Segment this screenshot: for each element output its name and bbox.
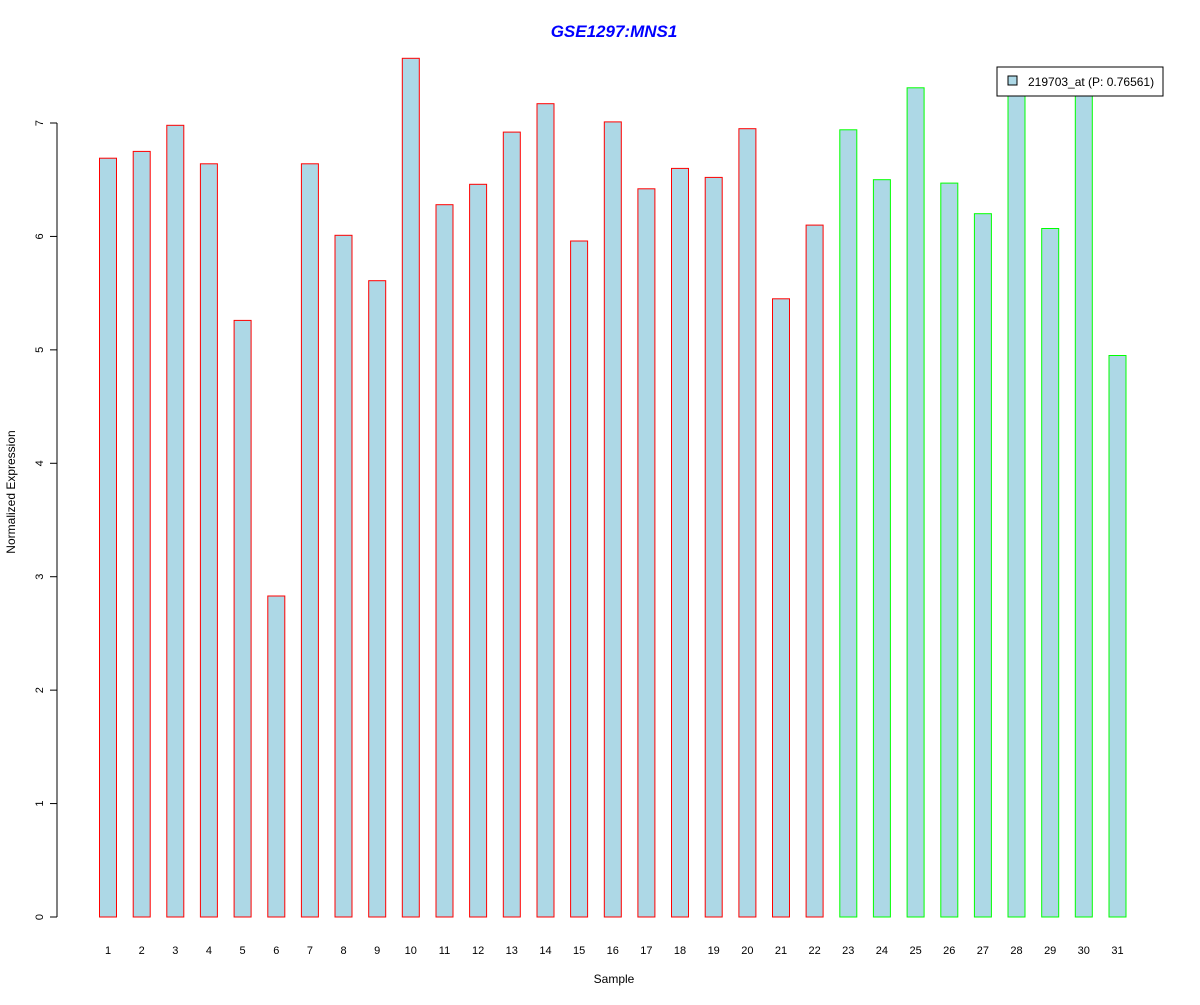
x-tick-label: 15 bbox=[573, 945, 585, 957]
bar-sample-5 bbox=[233, 319, 252, 918]
y-tick-label: 6 bbox=[34, 233, 46, 239]
x-tick-labels: 1 2 3 4 5 6 7 8 9 10 11 12 13 14 15 16 17 18 19 20 21 22 23 24 2… bbox=[105, 945, 1124, 957]
x-tick-label: 16 bbox=[607, 945, 619, 957]
legend-swatch bbox=[1007, 75, 1018, 86]
x-tick-label: 18 bbox=[674, 945, 686, 957]
x-tick-label: 23 bbox=[842, 945, 854, 957]
bar-sample-7 bbox=[300, 163, 319, 918]
bar-sample-2 bbox=[132, 150, 151, 918]
x-tick-label: 6 bbox=[273, 945, 279, 957]
bars-group bbox=[99, 57, 1127, 918]
bar-sample-21 bbox=[772, 298, 790, 918]
bar-sample-11 bbox=[435, 204, 454, 918]
bar-sample-28 bbox=[1007, 89, 1026, 918]
x-tick-label: 4 bbox=[206, 945, 212, 957]
y-tick-label: 0 bbox=[34, 914, 46, 920]
bar-sample-4 bbox=[199, 163, 218, 918]
bar-sample-26 bbox=[940, 182, 959, 918]
bar-sample-17 bbox=[637, 188, 656, 918]
x-tick-label: 1 bbox=[105, 945, 111, 957]
y-axis: 0 1 2 3 4 5 6 7 bbox=[34, 120, 58, 920]
bar-sample-23 bbox=[839, 129, 858, 918]
bar-sample-31 bbox=[1108, 355, 1127, 918]
bar-sample-8 bbox=[334, 234, 353, 918]
x-tick-label: 26 bbox=[943, 945, 955, 957]
x-tick-label: 24 bbox=[876, 945, 888, 957]
y-tick-label: 3 bbox=[34, 574, 46, 580]
x-tick-label: 19 bbox=[708, 945, 720, 957]
x-tick-label: 8 bbox=[340, 945, 346, 957]
x-tick-label: 2 bbox=[139, 945, 145, 957]
bar-sample-24 bbox=[872, 179, 891, 918]
bar-sample-27 bbox=[973, 213, 992, 918]
y-tick-label: 1 bbox=[34, 801, 46, 807]
bar-sample-22 bbox=[805, 224, 824, 918]
legend: 219703_at (P: 0.76561) bbox=[996, 66, 1164, 97]
bar-sample-14 bbox=[536, 103, 555, 918]
y-axis-title: Normalized Expression bbox=[4, 430, 18, 553]
x-tick-label: 3 bbox=[172, 945, 178, 957]
x-tick-label: 29 bbox=[1044, 945, 1056, 957]
x-tick-label: 31 bbox=[1111, 945, 1123, 957]
x-tick-label: 17 bbox=[640, 945, 652, 957]
x-tick-label: 11 bbox=[439, 945, 450, 957]
bar-sample-16 bbox=[603, 121, 622, 918]
bar-sample-25 bbox=[906, 87, 925, 918]
x-tick-label: 21 bbox=[775, 945, 787, 957]
chart-title: GSE1297:MNS1 bbox=[551, 22, 678, 41]
x-tick-label: 22 bbox=[808, 945, 820, 957]
x-tick-label: 20 bbox=[741, 945, 753, 957]
bar-sample-20 bbox=[738, 128, 757, 918]
x-tick-label: 10 bbox=[405, 945, 417, 957]
bar-sample-19 bbox=[704, 176, 723, 918]
bar-sample-12 bbox=[469, 183, 488, 918]
x-axis-title: Sample bbox=[594, 972, 635, 986]
bar-sample-13 bbox=[502, 131, 521, 918]
bar-sample-6 bbox=[267, 595, 286, 918]
bar-sample-9 bbox=[368, 280, 387, 918]
x-tick-label: 12 bbox=[472, 945, 484, 957]
bar-sample-3 bbox=[166, 124, 185, 918]
bar-sample-29 bbox=[1041, 228, 1060, 918]
bar-sample-18 bbox=[671, 167, 689, 918]
legend-label: 219703_at (P: 0.76561) bbox=[1028, 75, 1154, 89]
bar-sample-15 bbox=[570, 240, 589, 918]
x-tick-label: 28 bbox=[1010, 945, 1022, 957]
x-tick-label: 13 bbox=[506, 945, 518, 957]
x-tick-label: 5 bbox=[240, 945, 246, 957]
y-tick-label: 2 bbox=[34, 687, 46, 693]
bar-sample-10 bbox=[401, 57, 420, 918]
x-tick-label: 25 bbox=[909, 945, 921, 957]
y-tick-label: 4 bbox=[34, 460, 46, 466]
x-tick-label: 30 bbox=[1078, 945, 1090, 957]
x-tick-label: 14 bbox=[539, 945, 551, 957]
y-tick-label: 7 bbox=[34, 120, 46, 126]
x-tick-label: 27 bbox=[977, 945, 989, 957]
x-tick-label: 7 bbox=[307, 945, 313, 957]
legend-box bbox=[996, 66, 1164, 97]
bar-sample-30 bbox=[1074, 87, 1093, 918]
y-tick-label: 5 bbox=[34, 347, 46, 353]
x-tick-label: 9 bbox=[374, 945, 380, 957]
bar-sample-1 bbox=[99, 157, 117, 918]
